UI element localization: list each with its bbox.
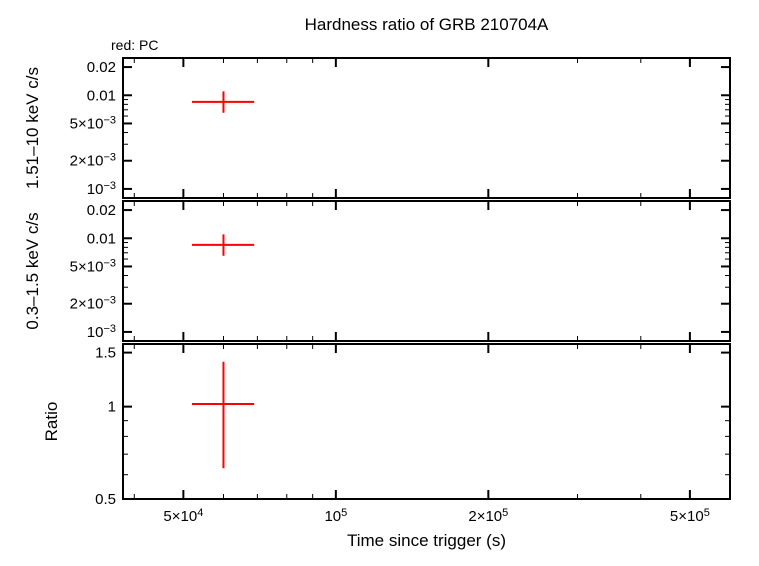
panel-frame-ratio: [123, 344, 730, 499]
yaxis-label-hard: 1.51–10 keV c/s: [23, 67, 42, 189]
ytick-label: 5×10−3: [70, 257, 116, 275]
ytick-label: 0.02: [87, 59, 116, 76]
ytick-label: 2×10−3: [70, 295, 116, 313]
ytick-label: 0.5: [95, 491, 116, 508]
ytick-label: 1: [108, 399, 116, 416]
ytick-label: 10−3: [87, 323, 116, 341]
legend-text: red: PC: [111, 37, 158, 53]
xtick-label: 5×105: [670, 507, 710, 525]
xtick-label: 5×104: [163, 507, 203, 525]
hardness-ratio-chart: Hardness ratio of GRB 210704A red: PC 10−3…: [0, 0, 759, 566]
ytick-label: 5×10−3: [70, 114, 116, 132]
ytick-label: 0.01: [87, 230, 116, 247]
ytick-label: 0.02: [87, 202, 116, 219]
yaxis-label-soft: 0.3–1.5 keV c/s: [23, 212, 42, 329]
xaxis-label: Time since trigger (s): [347, 531, 506, 550]
ytick-label: 0.01: [87, 87, 116, 104]
panel-frame-hard: [123, 58, 730, 198]
ytick-label: 10−3: [87, 180, 116, 198]
ytick-label: 2×10−3: [70, 152, 116, 170]
panel-frame-soft: [123, 201, 730, 341]
ytick-label: 1.5: [95, 345, 116, 362]
yaxis-label-ratio: Ratio: [42, 402, 61, 442]
xtick-label: 2×105: [468, 507, 508, 525]
chart-title: Hardness ratio of GRB 210704A: [305, 15, 549, 34]
xtick-label: 105: [324, 507, 347, 525]
